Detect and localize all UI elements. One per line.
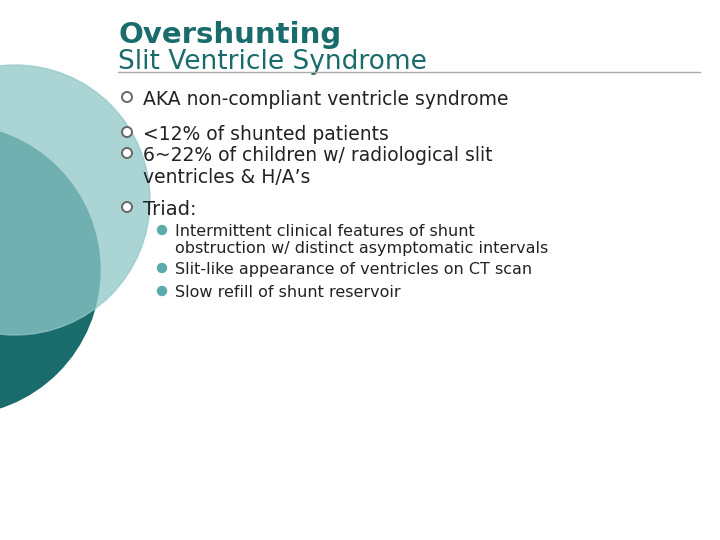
Text: 6~22% of children w/ radiological slit
ventricles & H/A’s: 6~22% of children w/ radiological slit v… bbox=[143, 146, 492, 187]
Text: Slit Ventricle Syndrome: Slit Ventricle Syndrome bbox=[118, 49, 427, 75]
Text: Triad:: Triad: bbox=[143, 200, 197, 219]
Circle shape bbox=[0, 65, 150, 335]
Text: Slow refill of shunt reservoir: Slow refill of shunt reservoir bbox=[175, 285, 400, 300]
Text: Slit-like appearance of ventricles on CT scan: Slit-like appearance of ventricles on CT… bbox=[175, 262, 532, 277]
Circle shape bbox=[122, 127, 132, 137]
Circle shape bbox=[158, 264, 166, 273]
Circle shape bbox=[122, 148, 132, 158]
Text: Intermittent clinical features of shunt
obstruction w/ distinct asymptomatic int: Intermittent clinical features of shunt … bbox=[175, 224, 548, 256]
Circle shape bbox=[0, 125, 100, 415]
Text: AKA non-compliant ventricle syndrome: AKA non-compliant ventricle syndrome bbox=[143, 90, 508, 109]
Circle shape bbox=[158, 287, 166, 295]
Text: <12% of shunted patients: <12% of shunted patients bbox=[143, 125, 389, 144]
Text: Overshunting: Overshunting bbox=[118, 21, 341, 49]
Circle shape bbox=[122, 92, 132, 102]
Circle shape bbox=[158, 226, 166, 234]
Circle shape bbox=[122, 202, 132, 212]
